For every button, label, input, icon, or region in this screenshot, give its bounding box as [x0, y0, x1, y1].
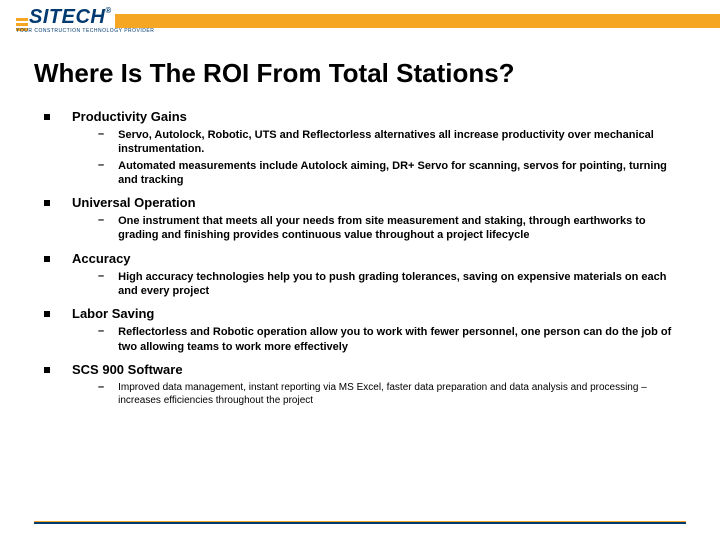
sub-item: – High accuracy technologies help you to … [98, 270, 686, 299]
slide-content: Where Is The ROI From Total Stations? Pr… [0, 42, 720, 407]
sub-item-text: High accuracy technologies help you to p… [118, 270, 686, 299]
dash-icon: – [98, 381, 104, 393]
bullet-square-icon [44, 256, 50, 262]
header-accent-stripe [115, 14, 720, 28]
section-head: Labor Saving [34, 306, 686, 321]
slide-title: Where Is The ROI From Total Stations? [34, 58, 686, 89]
section: SCS 900 Software – Improved data managemen… [34, 362, 686, 407]
section-title: SCS 900 Software [72, 362, 183, 377]
sub-item: – Servo, Autolock, Robotic, UTS and Refle… [98, 128, 686, 157]
section-head: SCS 900 Software [34, 362, 686, 377]
footer-divider [34, 521, 686, 524]
section: Labor Saving – Reflectorless and Robotic o… [34, 306, 686, 354]
sub-item: – Reflectorless and Robotic operation all… [98, 325, 686, 354]
brand-name: SITECH [29, 6, 105, 28]
dash-icon: – [98, 159, 104, 171]
sub-list: – One instrument that meets all your need… [34, 214, 686, 243]
sub-list: – High accuracy technologies help you to … [34, 270, 686, 299]
section-head: Universal Operation [34, 195, 686, 210]
sub-item-text: One instrument that meets all your needs… [118, 214, 686, 243]
section-title: Universal Operation [72, 195, 196, 210]
bullet-square-icon [44, 200, 50, 206]
section: Accuracy – High accuracy technologies help… [34, 251, 686, 299]
slide-header: SITECH® YOUR CONSTRUCTION TECHNOLOGY PRO… [0, 0, 720, 42]
sections-container: Productivity Gains – Servo, Autolock, Robo… [34, 109, 686, 407]
sub-item-text: Servo, Autolock, Robotic, UTS and Reflec… [118, 128, 686, 157]
bullet-square-icon [44, 367, 50, 373]
sub-item-text: Reflectorless and Robotic operation allo… [118, 325, 686, 354]
dash-icon: – [98, 325, 104, 337]
sub-item: – Improved data management, instant repor… [98, 381, 686, 407]
brand-tagline: YOUR CONSTRUCTION TECHNOLOGY PROVIDER [16, 28, 154, 34]
dash-icon: – [98, 270, 104, 282]
sub-item-text: Improved data management, instant report… [118, 381, 686, 407]
dash-icon: – [98, 128, 104, 140]
sub-item: – Automated measurements include Autolock… [98, 159, 686, 188]
section: Universal Operation – One instrument that … [34, 195, 686, 243]
dash-icon: – [98, 214, 104, 226]
bullet-square-icon [44, 311, 50, 317]
section-title: Labor Saving [72, 306, 154, 321]
section-head: Accuracy [34, 251, 686, 266]
sub-list: – Improved data management, instant repor… [34, 381, 686, 407]
sub-list: – Servo, Autolock, Robotic, UTS and Refle… [34, 128, 686, 187]
sub-item-text: Automated measurements include Autolock … [118, 159, 686, 188]
section-head: Productivity Gains [34, 109, 686, 124]
sub-list: – Reflectorless and Robotic operation all… [34, 325, 686, 354]
bullet-square-icon [44, 114, 50, 120]
registered-mark: ® [105, 6, 111, 15]
section: Productivity Gains – Servo, Autolock, Robo… [34, 109, 686, 187]
section-title: Productivity Gains [72, 109, 187, 124]
sub-item: – One instrument that meets all your need… [98, 214, 686, 243]
section-title: Accuracy [72, 251, 131, 266]
